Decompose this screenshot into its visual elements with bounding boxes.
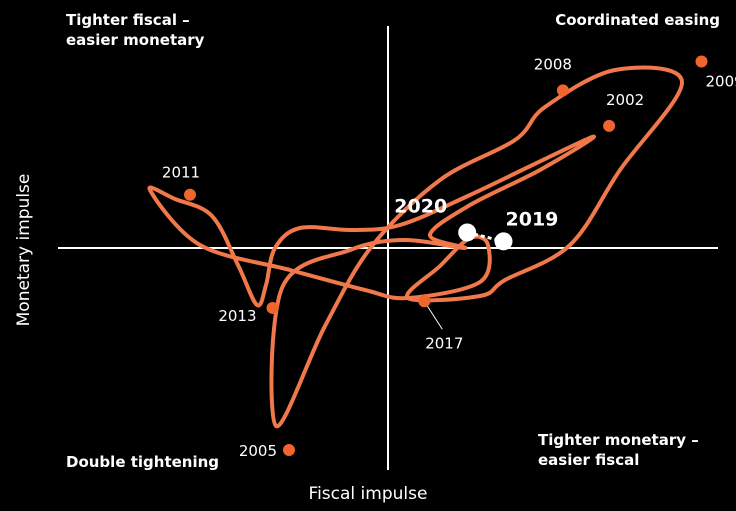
point-label-2013: 2013: [218, 307, 256, 325]
quadrant-label-line: easier fiscal: [538, 451, 640, 469]
quadrant-label-bottom-left: Double tightening: [66, 452, 219, 472]
point-label-2011: 2011: [162, 164, 200, 182]
data-point-2011: [184, 188, 196, 201]
point-label-2002: 2002: [606, 91, 644, 109]
data-point-2008: [556, 84, 569, 97]
data-point-2009: [695, 55, 708, 68]
point-label-2020: 2020: [394, 195, 447, 217]
data-point-2005: [283, 444, 295, 457]
x-axis-label: Fiscal impulse: [308, 484, 428, 504]
point-label-2017: 2017: [425, 334, 463, 352]
data-point-2020: [458, 223, 477, 242]
quadrant-label-line: easier monetary: [66, 31, 205, 49]
data-point-2002: [603, 119, 616, 132]
data-point-2019: [494, 232, 513, 251]
quadrant-label-line: Coordinated easing: [555, 11, 720, 29]
point-label-2009: 2009: [706, 73, 736, 91]
quadrant-label-line: Tighter monetary –: [538, 431, 699, 449]
quadrant-label-line: Tighter fiscal –: [66, 11, 190, 29]
quadrant-label-line: Double tightening: [66, 453, 220, 471]
trajectory-path: [147, 65, 685, 429]
point-label-2019: 2019: [506, 208, 559, 230]
y-axis-label: Monetary impulse: [14, 173, 34, 327]
quadrant-label-top-left: Tighter fiscal – easier monetary: [66, 10, 204, 50]
data-point-2013: [266, 301, 279, 314]
quadrant-label-bottom-right: Tighter monetary – easier fiscal: [538, 430, 699, 470]
point-label-2005: 2005: [239, 442, 277, 460]
data-points: 2002 2005 2008 2009 2011 2013 2017 2019 2020: [162, 55, 736, 460]
data-point-2017: [418, 295, 431, 308]
point-label-2008: 2008: [534, 55, 572, 73]
quadrant-label-top-right: Coordinated easing: [555, 10, 720, 30]
